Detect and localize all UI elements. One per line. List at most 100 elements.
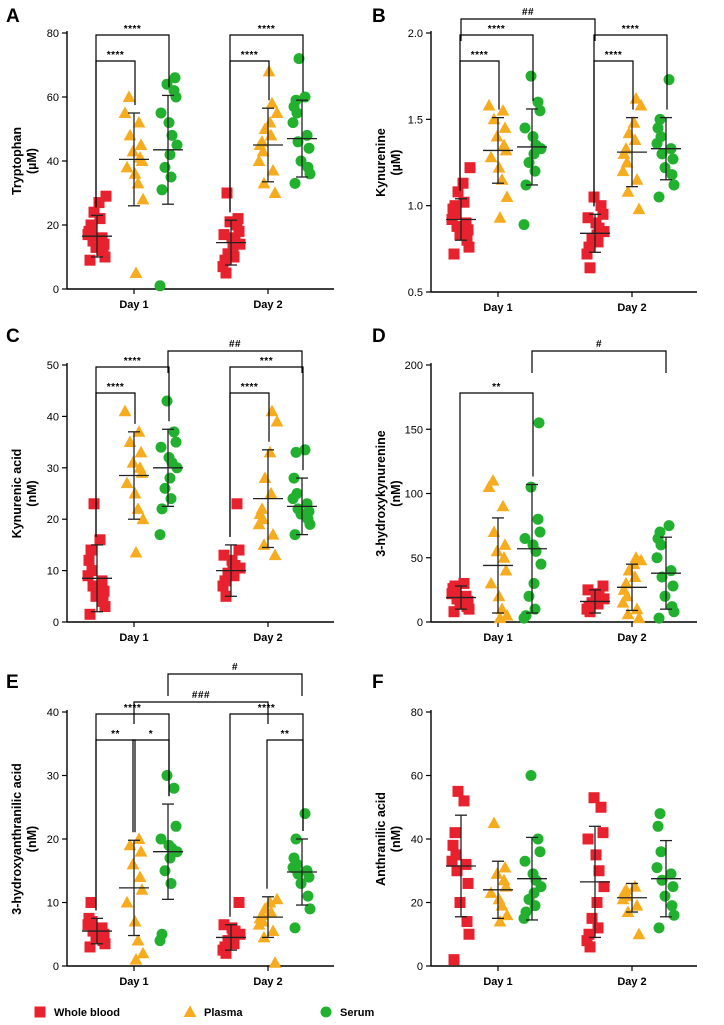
data-point-circle: [666, 900, 678, 912]
significance-bracket: [132, 739, 170, 833]
significance-label: ****: [107, 382, 125, 393]
significance-bracket: [229, 713, 304, 917]
data-point-triangle: [266, 924, 280, 937]
significance-bracket: [133, 701, 269, 724]
significance-bracket: [95, 366, 170, 537]
data-point-triangle: [621, 185, 635, 197]
data-point-triangle: [634, 98, 648, 111]
legend-marker-square: [34, 1006, 46, 1018]
data-point-triangle: [132, 116, 146, 128]
data-point-square: [583, 928, 595, 940]
data-point-triangle: [495, 173, 509, 185]
data-point-circle: [170, 436, 182, 448]
data-point-circle: [156, 503, 168, 515]
data-point-square: [85, 544, 97, 556]
data-point-triangle: [487, 112, 501, 125]
data-point-square: [452, 785, 464, 797]
panel-letter: F: [372, 672, 384, 693]
data-point-triangle: [619, 142, 633, 154]
data-point-triangle: [270, 414, 284, 427]
data-point-circle: [159, 865, 171, 877]
data-point-square: [98, 238, 110, 250]
data-point-square: [221, 187, 233, 199]
data-point-circle: [653, 922, 665, 934]
data-point-square: [582, 584, 594, 596]
data-point-square: [226, 554, 238, 566]
data-point-square: [448, 954, 460, 966]
data-point-square: [447, 839, 459, 851]
data-point-square: [227, 241, 239, 253]
data-point-circle: [527, 539, 539, 551]
data-point-square: [449, 200, 461, 212]
data-point-circle: [656, 571, 668, 583]
data-point-circle: [156, 184, 168, 196]
significance-bracket: [531, 350, 667, 373]
data-point-triangle: [134, 138, 148, 150]
significance-label: #: [596, 339, 602, 350]
x-tick-label: Day 1: [119, 976, 148, 988]
significance-bracket: [229, 34, 304, 213]
data-point-square: [592, 922, 604, 934]
data-point-triangle: [264, 486, 278, 499]
data-point-triangle: [497, 873, 511, 886]
data-point-square: [450, 849, 462, 861]
data-point-circle: [301, 498, 313, 510]
y-tick-label: 0: [53, 284, 59, 296]
y-axis-label: Kynurenine(µM): [374, 128, 403, 197]
data-point-circle: [532, 96, 544, 108]
data-point-circle: [519, 532, 531, 544]
data-point-square: [94, 534, 106, 546]
x-tick-label: Day 1: [119, 632, 148, 644]
data-point-circle: [170, 820, 182, 832]
legend-marker-triangle: [183, 1005, 197, 1017]
data-point-triangle: [123, 128, 137, 141]
data-point-triangle: [268, 956, 282, 968]
y-tick-label: 20: [47, 220, 59, 232]
data-point-circle: [164, 149, 176, 161]
data-point-circle: [295, 155, 307, 167]
data-point-circle: [520, 610, 532, 622]
data-point-circle: [519, 855, 531, 867]
data-point-square: [582, 833, 594, 845]
y-tick-label: 200: [405, 360, 423, 372]
data-point-triangle: [118, 404, 132, 417]
data-point-square: [90, 931, 102, 943]
data-point-triangle: [265, 96, 279, 109]
data-point-triangle: [497, 551, 511, 563]
data-point-triangle: [621, 905, 635, 917]
data-point-square: [218, 919, 230, 931]
data-point-triangle: [257, 176, 271, 189]
y-tick-label: 20: [411, 898, 423, 910]
data-point-triangle: [136, 946, 150, 959]
significance-label: ****: [258, 703, 276, 714]
y-axis-label: Tryptophan(µM): [10, 127, 39, 195]
data-point-circle: [155, 833, 167, 845]
data-point-triangle: [500, 908, 514, 921]
y-axis-label-line: (nM): [25, 480, 39, 506]
data-point-square: [232, 213, 244, 225]
data-point-square: [231, 219, 243, 231]
significance-label: ****: [258, 24, 276, 35]
data-point-circle: [528, 887, 540, 899]
data-point-square: [460, 217, 472, 229]
data-point-triangle: [131, 176, 145, 189]
data-point-triangle: [630, 602, 644, 615]
data-point-square: [90, 590, 102, 602]
y-axis-label-line: 3-hydroxyanthranilic acid: [10, 763, 24, 914]
data-point-triangle: [134, 845, 148, 857]
data-point-square: [219, 575, 231, 587]
data-point-circle: [525, 481, 537, 493]
y-axis-label-line: (nM): [389, 826, 403, 852]
data-point-square: [224, 216, 236, 228]
data-point-triangle: [133, 461, 147, 473]
data-point-triangle: [499, 880, 513, 892]
data-point-circle: [652, 122, 664, 134]
data-point-square: [233, 544, 245, 556]
data-point-square: [458, 196, 470, 208]
data-point-square: [460, 590, 472, 602]
data-point-triangle: [627, 116, 641, 128]
data-point-triangle: [131, 502, 145, 514]
significance-label: ****: [241, 50, 259, 61]
data-point-circle: [654, 526, 666, 538]
panel-C: C 0 10 20 30 40 50 Day 1 Day 2 Kynurenic acid(nM)…: [6, 326, 334, 644]
